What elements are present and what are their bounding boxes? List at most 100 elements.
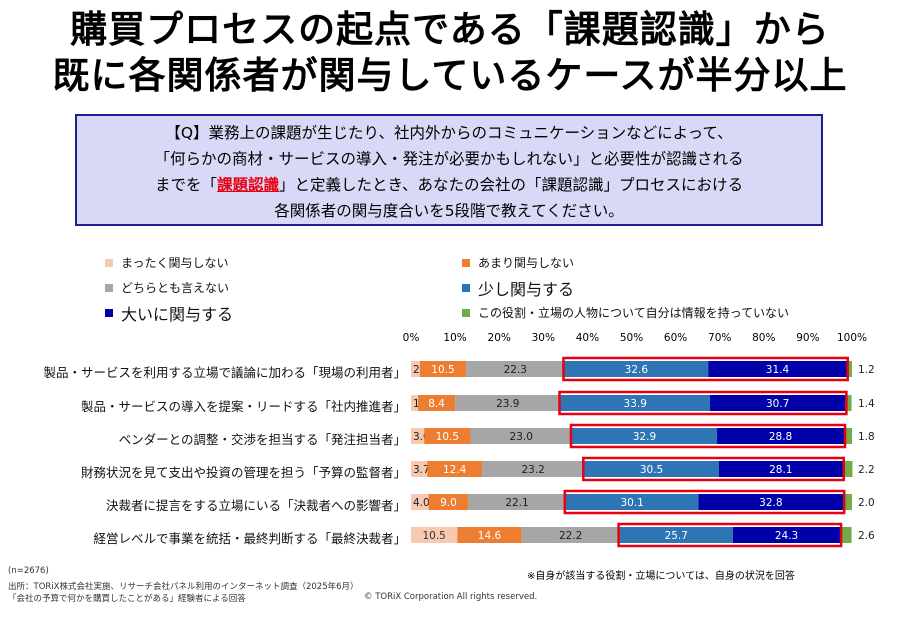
legend-swatch-much <box>105 309 113 317</box>
x-tick-label: 80% <box>752 332 775 344</box>
data-label-unknown: 1.2 <box>858 364 875 376</box>
copyright: © TORiX Corporation All rights reserved. <box>364 592 538 602</box>
highlight-box <box>563 489 846 515</box>
legend-item-much: 大いに関与する <box>105 301 233 325</box>
role-note: ※自身が該当する役割・立場については、自身の状況を回答 <box>527 571 795 582</box>
bar-segment-none <box>411 527 458 543</box>
bar-segment-little <box>457 527 522 543</box>
data-label-some: 32.6 <box>625 364 649 376</box>
bar-segment-little <box>428 494 469 510</box>
question-line1: 【Q】業務上の課題が生じたり、社内外からのコミュニケーションなどによって、 <box>165 124 733 142</box>
bar-segment-little <box>424 428 471 444</box>
bar-segment-unknown <box>843 494 852 510</box>
bar-segment-much <box>717 428 845 444</box>
data-label-some: 33.9 <box>624 398 647 410</box>
data-label-little: 9.0 <box>440 497 457 509</box>
legend-item-none: まったく関与しない <box>105 254 229 271</box>
category-label-1: 製品・サービスの導入を提案・リードする「社内推進者」 <box>80 399 406 414</box>
bar-segment-some <box>565 494 699 510</box>
bar-segment-neutral <box>455 395 561 411</box>
bar-segment-some <box>584 461 719 477</box>
category-label-3: 財務状況を見て支出や投資の管理を担う「予算の監督者」 <box>80 465 406 480</box>
data-label-neutral: 23.9 <box>496 398 519 410</box>
data-label-unknown: 1.8 <box>858 431 875 443</box>
data-label-little: 8.4 <box>428 398 445 410</box>
bar-segment-neutral <box>470 428 572 444</box>
legend-swatch-little <box>462 258 470 267</box>
bar-segment-much <box>709 395 846 411</box>
bar-segment-unknown <box>845 395 852 411</box>
bar-segment-neutral <box>521 527 620 543</box>
data-label-much: 24.3 <box>775 530 798 542</box>
bar-segment-unknown <box>840 527 852 543</box>
question-line3-post: 」と定義したとき、あなたの会社の「課題認識」プロセスにおける <box>279 176 743 194</box>
highlight-box <box>617 522 843 548</box>
bar-segment-much <box>708 361 847 377</box>
data-label-none: 10.5 <box>422 530 445 542</box>
bar-segment-none <box>411 461 428 477</box>
bar-segment-some <box>560 395 710 411</box>
data-label-unknown: 1.4 <box>858 398 875 410</box>
data-label-some: 30.5 <box>640 464 663 476</box>
bar-segment-much <box>732 527 841 543</box>
data-label-little: 14.6 <box>478 530 502 542</box>
x-tick-label: 30% <box>532 332 555 344</box>
question-line4: 各関係者の関与度合いを5段階で教えてください。 <box>274 202 624 220</box>
bar-segment-unknown <box>842 461 853 477</box>
data-label-neutral: 22.2 <box>559 530 582 542</box>
legend-item-little: あまり関与しない <box>462 254 574 271</box>
x-tick-label: 10% <box>443 332 466 344</box>
data-label-much: 32.8 <box>759 497 782 509</box>
bar-segment-some <box>571 428 718 444</box>
highlight-box <box>582 456 845 482</box>
x-tick-label: 0% <box>403 332 420 344</box>
sample-size: (n=2676) <box>8 566 49 576</box>
bar-segment-none <box>411 494 429 510</box>
question-line2: 「何らかの商材・サービスの導入・発注が必要かもしれない」と必要性が認識される <box>154 150 744 168</box>
legend-swatch-unknown <box>462 308 470 317</box>
data-label-none: 4.0 <box>413 497 430 509</box>
question-highlight-term: 課題認識 <box>217 176 280 194</box>
bar-segment-unknown <box>844 428 852 444</box>
bar-segment-little <box>419 361 467 377</box>
data-label-neutral: 22.1 <box>505 497 528 509</box>
data-label-some: 32.9 <box>633 431 656 443</box>
bar-segment-some <box>564 361 709 377</box>
category-label-5: 経営レベルで事業を統括・最終判断する「最終決裁者」 <box>93 531 406 546</box>
data-label-unknown: 2.2 <box>858 464 875 476</box>
data-label-unknown: 2.6 <box>858 530 875 542</box>
data-label-neutral: 23.0 <box>510 431 533 443</box>
page-title-line1: 購買プロセスの起点である「課題認識」から <box>70 8 830 51</box>
legend-label-much: 大いに関与する <box>121 305 234 324</box>
legend-label-neutral: どちらとも言えない <box>121 281 230 295</box>
legend-swatch-neutral <box>105 283 113 292</box>
question-box: 【Q】業務上の課題が生じたり、社内外からのコミュニケーションなどによって、 「何… <box>75 114 823 226</box>
data-label-little: 10.5 <box>431 364 454 376</box>
bar-segment-none <box>411 361 420 377</box>
x-tick-label: 100% <box>837 332 867 344</box>
source-note: 出所：TORiX株式会社実施、リサーチ会社パネル利用のインターネット調査（202… <box>8 582 359 592</box>
legend-swatch-none <box>105 258 113 267</box>
bar-segment-unknown <box>846 361 852 377</box>
data-label-unknown: 2.0 <box>858 497 875 509</box>
legend-item-unknown: この役割・立場の人物について自分は情報を持っていない <box>462 304 789 321</box>
data-label-much: 28.1 <box>769 464 792 476</box>
legend-label-little: あまり関与しない <box>478 256 575 270</box>
legend-label-unknown: この役割・立場の人物について自分は情報を持っていない <box>478 306 790 320</box>
bar-segment-much <box>718 461 843 477</box>
bar-segment-none <box>411 428 425 444</box>
category-label-2: ベンダーとの調整・交渉を担当する「発注担当者」 <box>118 432 406 447</box>
bar-segment-some <box>619 527 733 543</box>
legend-item-neutral: どちらとも言えない <box>105 279 229 296</box>
bar-segment-neutral <box>466 361 565 377</box>
x-tick-label: 90% <box>796 332 819 344</box>
bar-segment-none <box>411 395 419 411</box>
question-line3: までを「課題認識」と定義したとき、あなたの会社の「課題認識」プロセスにおける <box>77 172 821 198</box>
bar-segment-neutral <box>468 494 566 510</box>
legend-swatch-some <box>462 284 470 292</box>
legend-label-none: まったく関与しない <box>121 256 229 270</box>
highlight-box <box>562 356 849 382</box>
highlight-box <box>569 423 847 449</box>
data-label-some: 30.1 <box>620 497 643 509</box>
